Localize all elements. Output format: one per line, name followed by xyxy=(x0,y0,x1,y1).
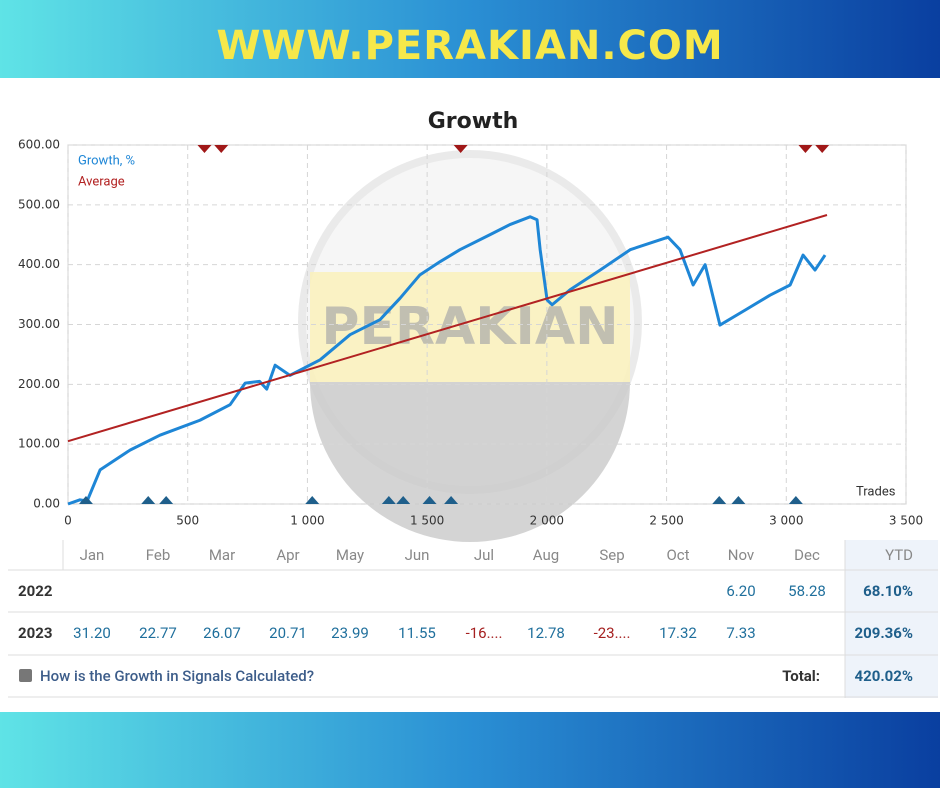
column-header: Jun xyxy=(405,546,430,564)
legend-entry: Average xyxy=(78,174,125,189)
event-marker xyxy=(712,496,727,504)
column-header: Dec xyxy=(794,546,820,564)
column-header: YTD xyxy=(885,546,913,564)
top-banner xyxy=(0,0,940,78)
cell: 31.20 xyxy=(73,624,111,642)
x-tick-label: 3 000 xyxy=(769,514,803,528)
event-marker xyxy=(444,496,459,504)
column-header: May xyxy=(336,546,364,564)
row-year: 2022 xyxy=(18,582,53,600)
cell: 11.55 xyxy=(398,624,436,642)
x-tick-label: 1 500 xyxy=(410,514,444,528)
y-tick-label: 400.00 xyxy=(18,257,60,271)
event-marker xyxy=(214,145,229,153)
x-tick-label: 0 xyxy=(64,514,72,528)
event-marker xyxy=(731,496,746,504)
legend-entry: Growth, % xyxy=(78,153,135,168)
x-axis-label: Trades xyxy=(856,484,896,499)
cell: 58.28 xyxy=(788,582,826,600)
column-header: Jan xyxy=(80,546,105,564)
event-marker xyxy=(798,145,813,153)
cell: 22.77 xyxy=(139,624,177,642)
cell: 68.10% xyxy=(863,582,913,600)
column-header: Jul xyxy=(474,546,494,564)
x-tick-label: 2 000 xyxy=(530,514,564,528)
cell: -23.... xyxy=(594,624,631,642)
chart-title: Growth xyxy=(428,109,519,134)
column-header: Aug xyxy=(533,546,559,564)
banner-title: WWW.PERAKIAN.COM xyxy=(216,23,723,69)
chart: 0.00 100.00 200.00 300.00 400.00 500.00 600.00… xyxy=(18,138,923,528)
event-marker xyxy=(453,145,468,153)
column-header: Nov xyxy=(728,546,754,564)
cell: 20.71 xyxy=(269,624,307,642)
x-tick-label: 3 500 xyxy=(889,514,923,528)
total-value: 420.02% xyxy=(855,667,913,685)
column-header: Mar xyxy=(209,546,235,564)
x-tick-label: 500 xyxy=(176,514,199,528)
cell: -16.... xyxy=(466,624,503,642)
help-link[interactable]: How is the Growth in Signals Calculated? xyxy=(40,667,314,685)
y-tick-label: 500.00 xyxy=(18,197,60,211)
cell: 209.36% xyxy=(855,624,913,642)
ytd-column xyxy=(845,540,938,698)
event-marker xyxy=(305,496,320,504)
line xyxy=(67,214,828,443)
event-marker xyxy=(197,145,212,153)
bottom-banner xyxy=(0,712,940,788)
y-tick-label: 200.00 xyxy=(18,377,60,391)
y-tick-label: 600.00 xyxy=(18,138,60,152)
event-marker xyxy=(159,496,174,504)
event-marker xyxy=(78,496,93,504)
cell: 7.33 xyxy=(726,624,755,642)
column-header: Apr xyxy=(276,546,299,564)
line xyxy=(67,215,827,506)
table: How is the Growth in Signals Calculated?… xyxy=(8,540,938,698)
help-icon xyxy=(19,669,32,682)
cell: 12.78 xyxy=(527,624,565,642)
y-tick-label: 300.00 xyxy=(18,317,60,331)
event-marker xyxy=(788,496,803,504)
y-tick-label: 100.00 xyxy=(18,437,60,451)
event-marker xyxy=(141,496,156,504)
cell: 26.07 xyxy=(203,624,241,642)
event-marker xyxy=(815,145,830,153)
total-label: Total: xyxy=(782,667,820,685)
x-tick-label: 1 000 xyxy=(290,514,324,528)
cell: 6.20 xyxy=(726,582,755,600)
cell: 23.99 xyxy=(331,624,369,642)
watermark: PERAKIAN xyxy=(321,297,618,357)
column-header: Feb xyxy=(146,546,171,564)
event-marker xyxy=(396,496,411,504)
row-year: 2023 xyxy=(18,624,52,642)
y-tick-label: 0.00 xyxy=(33,497,60,511)
column-header: Oct xyxy=(666,546,689,564)
event-marker xyxy=(422,496,437,504)
event-marker xyxy=(381,496,396,504)
cell: 17.32 xyxy=(659,624,697,642)
x-tick-label: 2 500 xyxy=(649,514,683,528)
column-header: Sep xyxy=(599,546,624,564)
